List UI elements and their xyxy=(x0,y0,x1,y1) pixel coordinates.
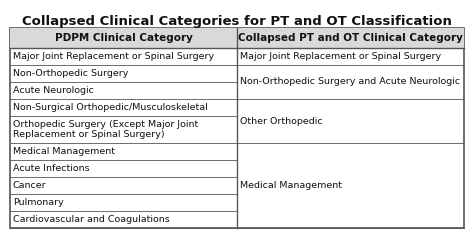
Text: Major Joint Replacement or Spinal Surgery: Major Joint Replacement or Spinal Surger… xyxy=(13,52,214,61)
Text: Medical Management: Medical Management xyxy=(240,181,342,190)
Text: Non-Surgical Orthopedic/Musculoskeletal: Non-Surgical Orthopedic/Musculoskeletal xyxy=(13,103,208,112)
Text: Non-Orthopedic Surgery and Acute Neurologic: Non-Orthopedic Surgery and Acute Neurolo… xyxy=(240,77,460,86)
Text: Non-Orthopedic Surgery: Non-Orthopedic Surgery xyxy=(13,69,128,78)
Text: Medical Management: Medical Management xyxy=(13,147,115,156)
Text: PDPM Clinical Category: PDPM Clinical Category xyxy=(55,33,192,43)
Text: Acute Infections: Acute Infections xyxy=(13,164,90,173)
Bar xyxy=(10,28,464,228)
Text: Collapsed Clinical Categories for PT and OT Classification: Collapsed Clinical Categories for PT and… xyxy=(22,15,452,28)
Text: Pulmonary: Pulmonary xyxy=(13,198,64,207)
Text: Other Orthopedic: Other Orthopedic xyxy=(240,116,323,126)
Text: Cardiovascular and Coagulations: Cardiovascular and Coagulations xyxy=(13,215,170,224)
Text: Acute Neurologic: Acute Neurologic xyxy=(13,86,94,95)
Text: Collapsed PT and OT Clinical Category: Collapsed PT and OT Clinical Category xyxy=(238,33,463,43)
Bar xyxy=(10,28,464,48)
Text: Major Joint Replacement or Spinal Surgery: Major Joint Replacement or Spinal Surger… xyxy=(240,52,441,61)
Text: Cancer: Cancer xyxy=(13,181,46,190)
Text: Orthopedic Surgery (Except Major Joint
Replacement or Spinal Surgery): Orthopedic Surgery (Except Major Joint R… xyxy=(13,120,198,139)
